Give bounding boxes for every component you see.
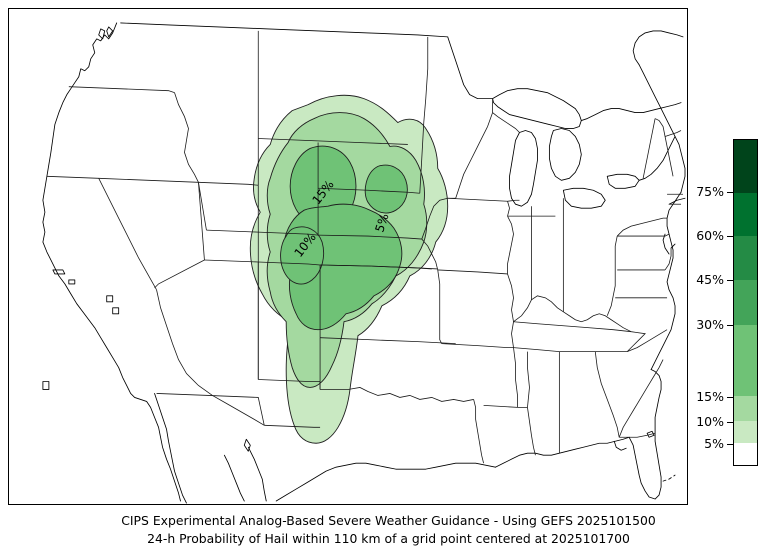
colorbar-label-75: 75% [696, 183, 724, 199]
colorbar-label-60: 60% [696, 227, 724, 243]
caption-line-1: CIPS Experimental Analog-Based Severe We… [121, 513, 656, 528]
colorbar-label-5: 5% [704, 435, 724, 451]
contour-region-15pct-southwest [280, 226, 325, 285]
colorbar-bands [733, 139, 758, 466]
conus-map: 15% 10% 5% [42, 22, 686, 504]
figure-caption: CIPS Experimental Analog-Based Severe We… [0, 512, 777, 547]
colorbar-band-60 [734, 192, 757, 237]
probability-contour-fills [249, 94, 449, 444]
caption-line-2: 24-h Probability of Hail within 110 km o… [147, 530, 630, 546]
state-boundaries [46, 30, 684, 464]
colorbar-band-45 [734, 236, 757, 281]
colorbar-label-10: 10% [696, 413, 724, 429]
colorbar-band-30 [734, 280, 757, 325]
colorbar-label-30: 30% [696, 316, 724, 332]
coastlines [42, 22, 686, 504]
colorbar-band-5 [734, 421, 757, 444]
contour-label-5pct: 5% [372, 212, 391, 234]
colorbar-band-15 [734, 324, 757, 397]
contour-region-15pct-northeast [364, 164, 408, 214]
colorbar-band-10 [734, 396, 757, 422]
colorbar-label-45: 45% [696, 271, 724, 287]
colorbar-label-15: 15% [696, 388, 724, 404]
colorbar: 75% 60% 45% 30% 15% 10% 5% [696, 139, 758, 466]
map-panel: 15% 10% 5% [8, 8, 688, 505]
colorbar-band-75 [734, 140, 757, 193]
colorbar-band-below5 [734, 443, 757, 465]
